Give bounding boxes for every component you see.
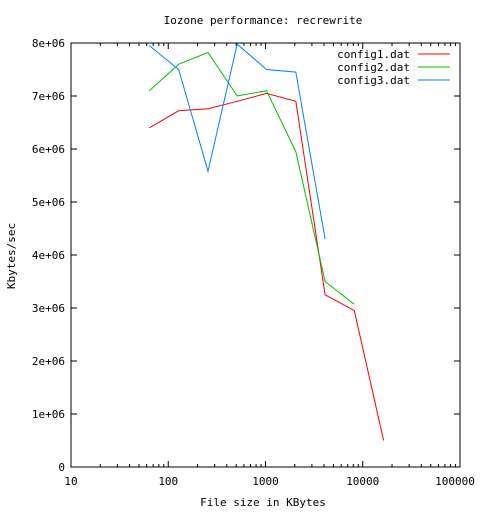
legend-label: config1.dat [337,48,410,61]
y-tick-label: 2e+06 [32,355,65,368]
y-axis-ticks: 0 1e+06 2e+06 3e+06 4e+06 5e+06 6e+06 7e+06 8e+0… [32,37,460,474]
y-tick-label: 6e+06 [32,143,65,156]
y-axis-label: Kbytes/sec [5,223,18,289]
y-tick-label: 5e+06 [32,196,65,209]
y-tick-label: 1e+06 [32,408,65,421]
y-tick-label: 3e+06 [32,302,65,315]
x-tick-label: 10 [64,475,77,488]
y-tick-label: 7e+06 [32,90,65,103]
legend-label: config2.dat [337,61,410,74]
x-axis-label: File size in KBytes [200,496,326,509]
legend-label: config3.dat [337,74,410,87]
series-line-config3-dat [149,44,325,239]
x-axis-ticks: 10 100 1000 10000 100000 [64,43,475,488]
plot-frame [71,43,460,467]
x-tick-label: 100 [158,475,178,488]
y-tick-label: 4e+06 [32,249,65,262]
y-tick-label: 0 [58,461,65,474]
x-tick-label: 100000 [435,475,475,488]
x-tick-label: 1000 [252,475,279,488]
x-tick-label: 10000 [346,475,379,488]
series-line-config1-dat [149,93,383,440]
plot-border [71,43,460,467]
y-tick-label: 8e+06 [32,37,65,50]
series-line-config2-dat [149,53,354,305]
series-lines [149,44,383,440]
chart-title: Iozone performance: recrewrite [164,14,363,27]
